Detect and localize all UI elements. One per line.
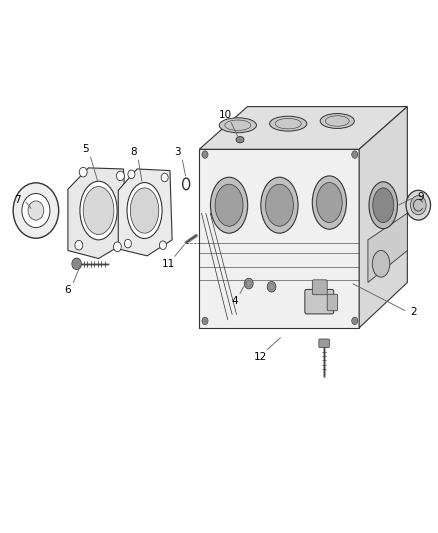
Circle shape bbox=[117, 171, 124, 181]
Circle shape bbox=[352, 151, 358, 158]
Ellipse shape bbox=[80, 181, 117, 240]
Circle shape bbox=[410, 196, 426, 215]
Ellipse shape bbox=[269, 116, 307, 131]
Ellipse shape bbox=[261, 177, 298, 233]
Ellipse shape bbox=[219, 118, 257, 133]
Circle shape bbox=[267, 281, 276, 292]
Ellipse shape bbox=[320, 114, 354, 128]
Text: 6: 6 bbox=[64, 286, 71, 295]
Circle shape bbox=[79, 167, 87, 177]
Circle shape bbox=[113, 242, 121, 252]
Text: 2: 2 bbox=[410, 307, 417, 317]
Circle shape bbox=[202, 317, 208, 325]
FancyBboxPatch shape bbox=[327, 294, 338, 311]
Ellipse shape bbox=[131, 188, 159, 233]
Circle shape bbox=[13, 183, 59, 238]
Ellipse shape bbox=[215, 184, 243, 226]
Polygon shape bbox=[199, 149, 359, 328]
Text: 3: 3 bbox=[174, 147, 181, 157]
Ellipse shape bbox=[210, 177, 248, 233]
Circle shape bbox=[22, 193, 50, 228]
Text: 4: 4 bbox=[231, 296, 238, 306]
Text: 9: 9 bbox=[417, 192, 424, 202]
Ellipse shape bbox=[83, 187, 114, 235]
FancyBboxPatch shape bbox=[319, 339, 329, 348]
Circle shape bbox=[244, 278, 253, 289]
Circle shape bbox=[124, 239, 131, 248]
Circle shape bbox=[75, 240, 83, 250]
Ellipse shape bbox=[265, 184, 293, 226]
Polygon shape bbox=[68, 168, 127, 259]
Circle shape bbox=[161, 173, 168, 182]
Circle shape bbox=[28, 201, 44, 220]
Ellipse shape bbox=[127, 182, 162, 239]
Polygon shape bbox=[118, 169, 172, 256]
Circle shape bbox=[72, 258, 81, 270]
Ellipse shape bbox=[372, 251, 390, 277]
Text: 12: 12 bbox=[254, 352, 267, 362]
Ellipse shape bbox=[236, 136, 244, 143]
Ellipse shape bbox=[369, 182, 398, 229]
Ellipse shape bbox=[373, 188, 394, 223]
FancyBboxPatch shape bbox=[305, 289, 334, 314]
Ellipse shape bbox=[317, 182, 342, 223]
Polygon shape bbox=[359, 107, 407, 328]
Circle shape bbox=[202, 151, 208, 158]
Ellipse shape bbox=[312, 176, 346, 229]
Text: 11: 11 bbox=[162, 259, 175, 269]
Polygon shape bbox=[199, 107, 407, 149]
Circle shape bbox=[128, 170, 135, 179]
Circle shape bbox=[159, 241, 166, 249]
Text: 8: 8 bbox=[130, 147, 137, 157]
FancyBboxPatch shape bbox=[312, 280, 327, 295]
Circle shape bbox=[406, 190, 431, 220]
Circle shape bbox=[352, 317, 358, 325]
Polygon shape bbox=[368, 213, 407, 282]
Text: 10: 10 bbox=[219, 110, 232, 119]
Text: 7: 7 bbox=[14, 195, 21, 205]
Text: 5: 5 bbox=[82, 144, 89, 154]
